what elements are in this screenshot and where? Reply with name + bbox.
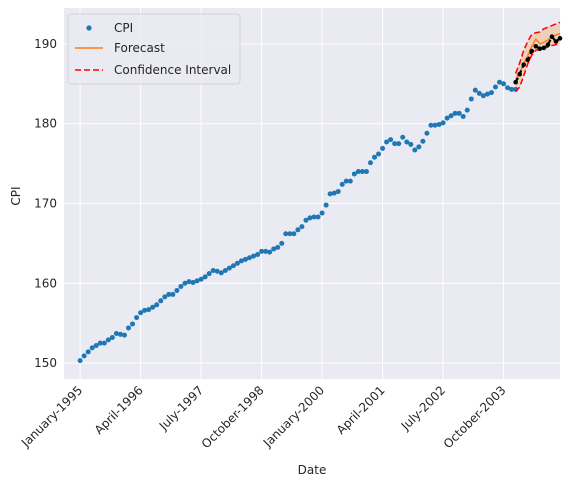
legend-marker-cpi bbox=[86, 25, 91, 30]
cpi-point bbox=[416, 144, 421, 149]
y-axis-ticks: 150 160 170 180 190 bbox=[34, 37, 57, 370]
y-tick-label: 190 bbox=[34, 37, 57, 51]
cpi-point bbox=[316, 215, 321, 220]
cpi-point bbox=[299, 224, 304, 229]
cpi-point bbox=[110, 335, 115, 340]
x-tick-label: April-2001 bbox=[334, 383, 388, 437]
actual-test-point bbox=[558, 36, 563, 41]
cpi-point bbox=[158, 298, 163, 303]
x-axis-ticks: January-1995 April-1996 July-1997October-1… bbox=[18, 383, 509, 451]
cpi-point bbox=[493, 84, 498, 89]
actual-test-point bbox=[554, 39, 559, 44]
cpi-point bbox=[207, 271, 212, 276]
cpi-point bbox=[255, 252, 260, 257]
x-axis-label: Date bbox=[298, 463, 327, 477]
x-tick-label: October-2003 bbox=[441, 383, 509, 451]
cpi-point bbox=[364, 169, 369, 174]
cpi-point bbox=[134, 315, 139, 320]
cpi-point bbox=[320, 211, 325, 216]
cpi-point bbox=[396, 141, 401, 146]
cpi-point bbox=[473, 88, 478, 93]
cpi-point bbox=[340, 182, 345, 187]
legend: CPI Forecast Confidence Interval bbox=[68, 14, 240, 84]
cpi-point bbox=[501, 81, 506, 86]
x-tick-label: January-2000 bbox=[260, 383, 327, 450]
legend-label-forecast: Forecast bbox=[114, 41, 165, 55]
actual-test-point bbox=[529, 49, 534, 54]
actual-test-point bbox=[517, 72, 522, 77]
actual-test-point bbox=[538, 46, 543, 51]
y-tick-label: 150 bbox=[34, 356, 57, 370]
cpi-point bbox=[400, 135, 405, 140]
cpi-point bbox=[170, 292, 175, 297]
cpi-point bbox=[457, 111, 462, 116]
x-tick-label: July-2002 bbox=[398, 383, 448, 433]
actual-test-point bbox=[534, 44, 539, 49]
actual-test-point bbox=[550, 34, 555, 39]
cpi-point bbox=[203, 274, 208, 279]
cpi-point bbox=[368, 160, 373, 165]
cpi-point bbox=[412, 148, 417, 153]
y-tick-label: 170 bbox=[34, 196, 57, 210]
legend-label-cpi: CPI bbox=[114, 21, 133, 35]
cpi-point bbox=[291, 231, 296, 236]
cpi-point bbox=[122, 333, 127, 338]
actual-test-point bbox=[546, 42, 551, 47]
x-tick-label: October-1998 bbox=[199, 383, 267, 451]
cpi-point bbox=[424, 131, 429, 136]
cpi-point bbox=[82, 353, 87, 358]
x-tick-label: April-1996 bbox=[92, 383, 146, 437]
cpi-point bbox=[408, 142, 413, 147]
y-tick-label: 180 bbox=[34, 117, 57, 131]
cpi-point bbox=[174, 288, 179, 293]
cpi-point bbox=[469, 96, 474, 101]
actual-test-point bbox=[525, 58, 530, 63]
cpi-point bbox=[78, 358, 83, 363]
cpi-point bbox=[336, 189, 341, 194]
cpi-point bbox=[267, 250, 272, 255]
cpi-point bbox=[102, 341, 107, 346]
actual-test-point bbox=[521, 62, 526, 67]
cpi-point bbox=[489, 90, 494, 95]
y-axis-label: CPI bbox=[9, 186, 23, 205]
cpi-point bbox=[324, 203, 329, 208]
cpi-point bbox=[130, 321, 135, 326]
cpi-point bbox=[279, 241, 284, 246]
cpi-point bbox=[178, 284, 183, 289]
cpi-point bbox=[441, 120, 446, 125]
actual-test-point bbox=[513, 80, 518, 85]
cpi-point bbox=[420, 139, 425, 144]
actual-test-point bbox=[542, 46, 547, 51]
legend-label-confidence-interval: Confidence Interval bbox=[114, 63, 231, 77]
x-tick-label: January-1995 bbox=[18, 383, 85, 450]
x-tick-label: July-1997 bbox=[156, 383, 206, 433]
cpi-point bbox=[275, 245, 280, 250]
cpi-point bbox=[376, 152, 381, 157]
y-tick-label: 160 bbox=[34, 276, 57, 290]
cpi-point bbox=[154, 302, 159, 307]
cpi-point bbox=[372, 155, 377, 160]
cpi-point bbox=[348, 179, 353, 184]
cpi-point bbox=[126, 325, 131, 330]
cpi-point bbox=[380, 146, 385, 151]
cpi-point bbox=[388, 137, 393, 142]
cpi-point bbox=[295, 227, 300, 232]
cpi-point bbox=[86, 349, 91, 354]
cpi-point bbox=[465, 108, 470, 113]
cpi-point bbox=[461, 114, 466, 119]
